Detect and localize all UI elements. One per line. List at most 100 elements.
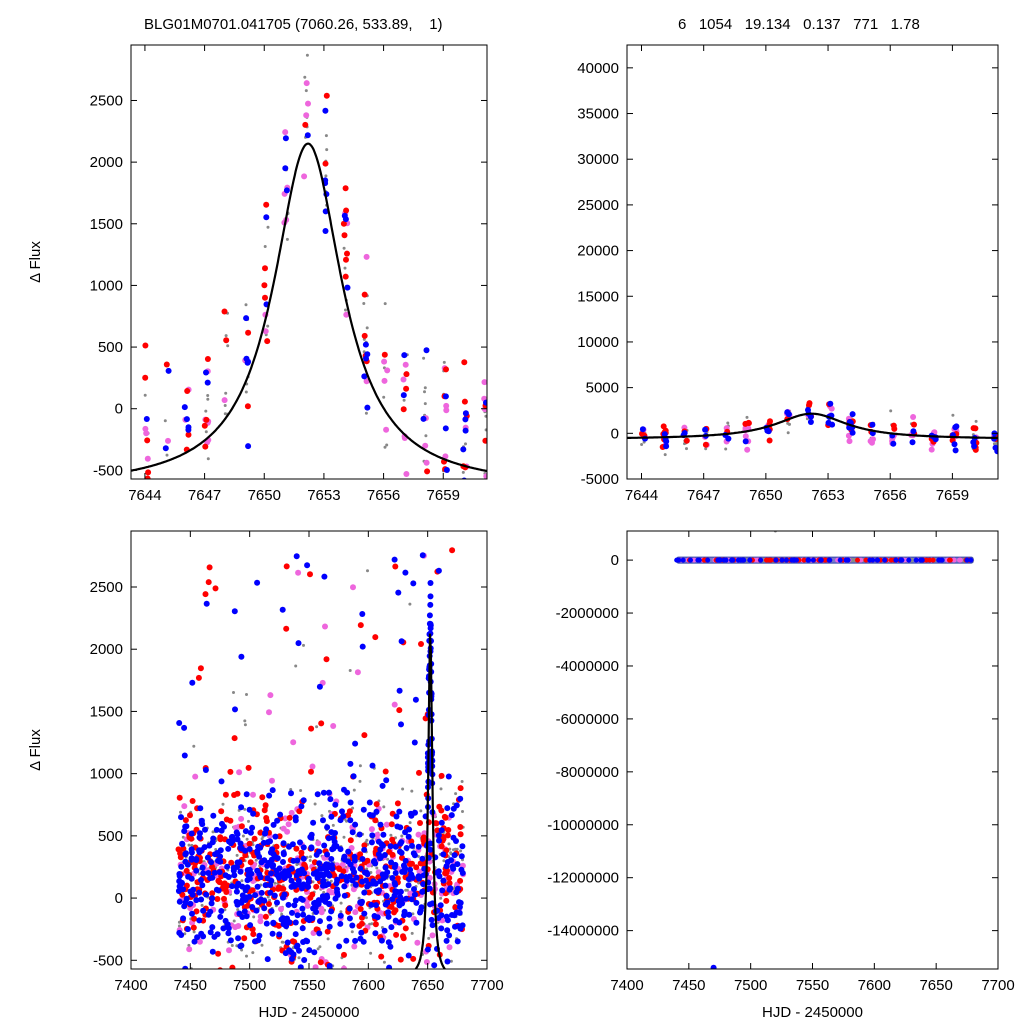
data-point-series_a bbox=[660, 423, 667, 430]
data-point-series_b bbox=[257, 874, 264, 881]
data-point-series_b bbox=[261, 905, 268, 912]
data-point-series_c bbox=[257, 913, 264, 920]
data-point-series_a bbox=[393, 931, 400, 938]
x-tick-label: 7400 bbox=[610, 977, 643, 994]
data-point-series_b bbox=[396, 902, 403, 909]
data-point-series_b bbox=[326, 900, 333, 907]
data-point-series_d bbox=[313, 802, 317, 806]
data-point-series_d bbox=[453, 847, 457, 851]
data-point-series_b bbox=[388, 924, 395, 931]
data-point-series_a bbox=[444, 832, 451, 839]
data-point-series_d bbox=[163, 419, 167, 423]
data-point-series_b bbox=[329, 865, 336, 872]
data-point-series_b bbox=[278, 916, 285, 923]
data-point-series_b bbox=[290, 951, 297, 958]
data-point-series_a bbox=[222, 791, 229, 798]
data-point-series_b bbox=[359, 643, 366, 650]
data-point-series_d bbox=[352, 788, 356, 792]
data-point-series_b bbox=[829, 421, 836, 428]
data-point-series_a bbox=[389, 836, 396, 843]
data-point-series_d bbox=[375, 866, 379, 870]
data-point-series_a bbox=[142, 374, 149, 381]
data-point-series_b bbox=[204, 379, 211, 386]
data-point-series_b bbox=[293, 553, 300, 560]
data-point-series_b bbox=[361, 373, 368, 380]
data-point-series_c bbox=[124, 534, 130, 540]
data-point-series_b bbox=[377, 821, 384, 828]
data-point-series_b bbox=[380, 831, 387, 838]
y-tick-label: -14000000 bbox=[547, 923, 619, 940]
data-point-series_a bbox=[247, 859, 254, 866]
data-point-series_d bbox=[329, 879, 333, 883]
data-point-series_a bbox=[357, 851, 364, 858]
data-point-series_a bbox=[296, 808, 303, 815]
data-point-series_a bbox=[372, 921, 379, 928]
data-point-series_a bbox=[195, 674, 202, 681]
data-point-series_b bbox=[276, 931, 283, 938]
data-point-series_b bbox=[243, 355, 250, 362]
data-point-series_b bbox=[663, 443, 670, 450]
data-point-series_a bbox=[245, 329, 252, 336]
data-point-series_b bbox=[229, 837, 236, 844]
data-point-series_b bbox=[364, 883, 371, 890]
data-point-series_b bbox=[396, 687, 403, 694]
data-point-series_b bbox=[271, 892, 278, 899]
data-point-series_b bbox=[427, 593, 434, 600]
x-tick-label: 7659 bbox=[427, 487, 460, 504]
model-curve bbox=[627, 412, 998, 439]
data-point-series_b bbox=[818, 557, 824, 563]
data-point-series_d bbox=[192, 930, 196, 934]
data-point-series_d bbox=[166, 488, 169, 491]
data-point-series_b bbox=[269, 863, 276, 870]
data-point-series_b bbox=[208, 859, 215, 866]
data-point-series_b bbox=[300, 911, 307, 918]
data-point-series_a bbox=[382, 768, 389, 775]
data-point-series_b bbox=[316, 860, 323, 867]
data-point-series_b bbox=[218, 778, 225, 785]
data-point-series_a bbox=[266, 901, 272, 907]
data-point-series_b bbox=[741, 557, 747, 563]
data-point-series_d bbox=[318, 945, 322, 949]
data-point-series_a bbox=[972, 425, 979, 432]
axis-ticks-bottom-right: 7400 7450 7500 7550 7600 7650 7700 -14000000 -12… bbox=[547, 531, 1015, 994]
data-point-series_d bbox=[204, 430, 208, 434]
data-point-series_b bbox=[398, 839, 405, 846]
data-point-series_d bbox=[299, 789, 303, 792]
data-point-series_b bbox=[307, 834, 314, 840]
data-point-series_b bbox=[242, 847, 249, 854]
data-point-series_d bbox=[342, 835, 346, 839]
data-point-series_d bbox=[236, 908, 240, 912]
data-point-series_b bbox=[232, 706, 238, 713]
data-point-series_d bbox=[179, 810, 182, 814]
data-point-series_b bbox=[209, 948, 216, 955]
data-point-series_b bbox=[340, 813, 347, 820]
data-point-series_a bbox=[238, 823, 245, 830]
data-point-series_d bbox=[302, 643, 305, 647]
data-point-series_a bbox=[388, 821, 395, 828]
data-point-series_d bbox=[344, 308, 347, 312]
y-tick-label: 0 bbox=[115, 890, 123, 907]
data-point-series_c bbox=[165, 437, 171, 444]
data-point-series_b bbox=[124, 397, 130, 403]
data-point-series_b bbox=[189, 910, 195, 917]
data-point-series_a bbox=[204, 356, 211, 362]
data-point-series_c bbox=[869, 439, 875, 446]
data-point-series_a bbox=[163, 361, 170, 368]
data-point-series_a bbox=[417, 860, 424, 867]
data-point-series_b bbox=[341, 786, 347, 793]
data-point-series_a bbox=[863, 557, 869, 563]
data-point-series_d bbox=[243, 723, 247, 727]
x-tick-label: 7647 bbox=[687, 487, 720, 504]
data-point-series_c bbox=[278, 906, 284, 912]
data-point-series_c bbox=[186, 946, 193, 953]
data-point-series_b bbox=[214, 931, 221, 938]
data-point-series_d bbox=[401, 787, 405, 791]
y-tick-label: 20000 bbox=[577, 243, 619, 260]
x-tick-label: 7644 bbox=[128, 487, 161, 504]
data-point-series_a bbox=[249, 887, 256, 894]
data-point-series_c bbox=[483, 473, 487, 479]
data-point-series_a bbox=[227, 768, 234, 775]
data-point-series_b bbox=[460, 446, 467, 453]
data-point-series_a bbox=[262, 265, 268, 272]
data-point-series_b bbox=[246, 893, 253, 900]
